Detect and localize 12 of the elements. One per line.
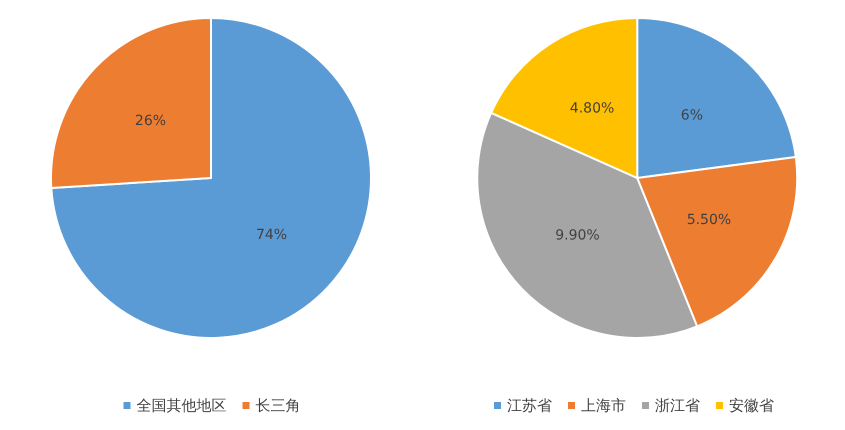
data-label: 26%	[134, 113, 166, 130]
legend-label: 上海市	[581, 396, 626, 414]
data-label: 9.90%	[555, 228, 600, 244]
data-label: 4.80%	[570, 100, 614, 116]
data-label: 5.50%	[686, 212, 732, 228]
legend-label: 长三角	[256, 396, 300, 414]
legend-label: 浙江省	[655, 396, 700, 414]
legend-label: 安徽省	[729, 396, 774, 414]
data-label: 74%	[256, 226, 288, 243]
legend-label: 江苏省	[507, 396, 552, 414]
legend-label: 全国其他地区	[136, 396, 226, 414]
data-label: 6%	[680, 108, 704, 124]
